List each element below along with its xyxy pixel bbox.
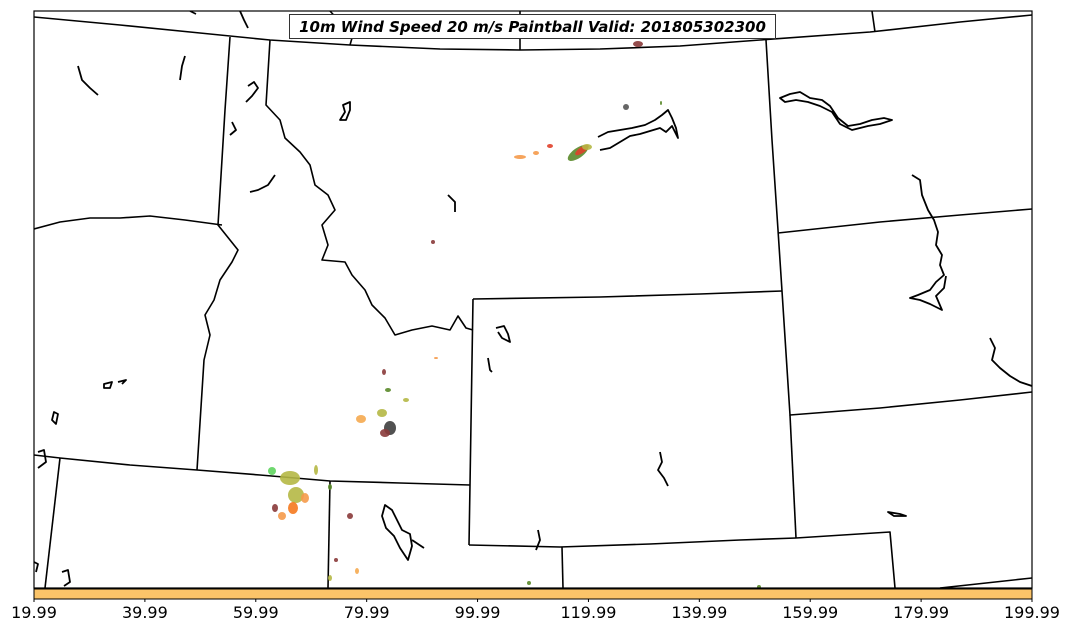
paint-blob	[377, 409, 387, 417]
paint-blob	[623, 104, 629, 110]
colorbar-tick-label: 119.99	[560, 603, 616, 622]
dakota-border	[777, 208, 1032, 234]
paint-blob	[314, 465, 318, 475]
montana-dakota-border	[765, 39, 783, 292]
oregon-nevada-border	[34, 454, 61, 459]
colorbar-tick-label: 139.99	[671, 603, 727, 622]
paint-blob	[514, 155, 526, 159]
lake-1	[245, 81, 259, 103]
river-missouri-sd	[909, 174, 947, 311]
colorbar-ticks: 19.99 39.99 59.99 79.99 99.99 119.99 139.99 159…	[11, 599, 1060, 622]
paint-blob	[403, 398, 409, 402]
map-area	[34, 11, 1032, 588]
idaho-panhandle	[265, 39, 474, 336]
missouri-river	[597, 109, 679, 151]
paint-blob	[382, 369, 386, 375]
wyoming-east-border	[789, 414, 797, 539]
lake-13	[61, 569, 71, 587]
paint-blob	[288, 502, 298, 514]
great-salt-lake	[381, 504, 413, 561]
water-features	[34, 11, 1032, 587]
paint-blob	[347, 513, 353, 519]
colorbar-tick-label: 159.99	[782, 603, 838, 622]
river-3	[239, 11, 249, 29]
colorbar-tick-label: 59.99	[233, 603, 279, 622]
lake-jackson	[487, 357, 493, 373]
paintball-blobs	[268, 41, 761, 588]
colorbar-tick-label: 179.99	[893, 603, 949, 622]
paint-blob	[355, 568, 359, 574]
map-title: 10m Wind Speed 20 m/s Paintball Valid: 2…	[289, 14, 776, 39]
lake-yellowstone	[495, 325, 511, 343]
map-frame-border	[33, 10, 1033, 589]
lake-11	[535, 529, 541, 551]
paint-blob	[582, 144, 592, 150]
colorado-north	[795, 531, 896, 588]
paint-blob	[328, 484, 332, 490]
wyoming-south-border	[468, 537, 797, 548]
river-1	[77, 65, 99, 96]
colorbar-tick-label: 99.99	[455, 603, 501, 622]
idaho-south-border	[59, 457, 471, 486]
kansas-border	[939, 577, 1032, 588]
paint-blob	[301, 493, 309, 503]
lake-6	[103, 381, 113, 389]
colorbar-tick-label: 19.99	[11, 603, 57, 622]
state-borders	[34, 11, 1032, 588]
lake-4	[447, 194, 456, 212]
river-2	[179, 55, 186, 81]
colorbar	[33, 588, 1033, 600]
paint-blob	[385, 388, 391, 392]
paint-blob	[328, 575, 332, 581]
paint-blob	[288, 487, 304, 503]
paint-blob	[633, 41, 643, 47]
washington-oregon-border	[34, 215, 223, 230]
lake-14	[34, 561, 39, 573]
paint-blob	[268, 467, 276, 475]
paint-blob	[660, 101, 662, 105]
lake-5	[657, 451, 669, 487]
colorbar-tick-label: 39.99	[122, 603, 168, 622]
utah-west-border	[327, 480, 331, 588]
lake-3	[249, 174, 276, 193]
paint-blob	[380, 429, 390, 437]
lake-flathead	[339, 101, 351, 121]
paint-blob	[547, 144, 553, 148]
colorbar-tick-label: 199.99	[1004, 603, 1060, 622]
paint-blob	[757, 585, 761, 588]
utah-border	[561, 546, 564, 588]
river-ne	[989, 337, 1032, 387]
nevada-west-border	[44, 457, 61, 588]
nebraska-border	[781, 290, 1032, 416]
lake-2	[229, 121, 237, 136]
lake-8	[51, 411, 59, 425]
paint-blob	[278, 512, 286, 520]
top-right-tick	[871, 11, 876, 33]
idaho-montana-border	[196, 36, 239, 471]
colorbar-tick-label: 79.99	[344, 603, 390, 622]
paint-blob	[533, 151, 539, 155]
river-dakota	[779, 91, 893, 131]
lake-10	[411, 539, 425, 549]
paint-blob	[356, 415, 366, 423]
paint-blob	[334, 558, 338, 562]
paint-blob	[434, 357, 438, 359]
paint-blob	[280, 471, 300, 485]
paint-blob	[272, 504, 278, 512]
paint-blob	[527, 581, 531, 585]
lake-7	[117, 379, 127, 385]
lake-12	[887, 511, 907, 517]
wyoming-north-border	[472, 290, 783, 300]
lake-9	[37, 449, 47, 469]
paint-blob	[431, 240, 435, 244]
